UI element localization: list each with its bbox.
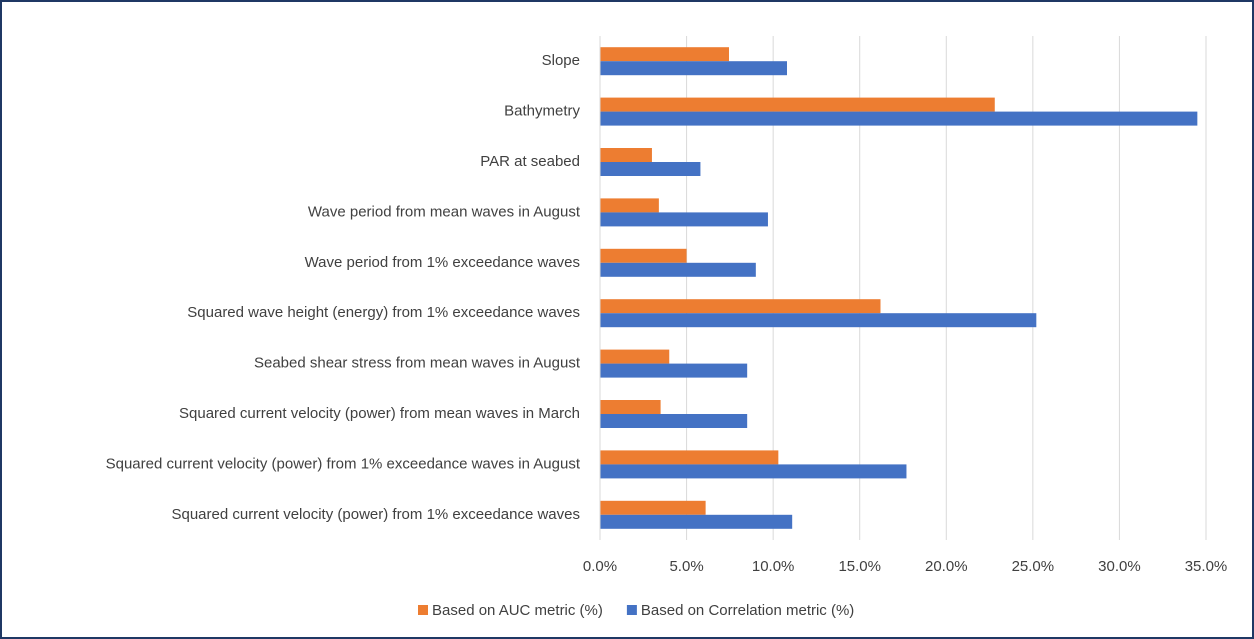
bar (600, 162, 701, 176)
x-tick-label: 5.0% (669, 558, 703, 575)
y-tick-label: Squared wave height (energy) from 1% exc… (187, 304, 580, 321)
legend-swatch (626, 605, 637, 615)
bar (600, 450, 779, 465)
bar (600, 514, 793, 529)
x-tick-label: 30.0% (1098, 558, 1141, 575)
bar (600, 299, 881, 314)
legend-swatch (418, 605, 428, 615)
y-tick-label: PAR at seabed (480, 153, 580, 170)
y-tick-label: Slope (542, 52, 580, 69)
x-tick-label: 25.0% (1012, 558, 1055, 575)
y-tick-label: Seabed shear stress from mean waves in A… (254, 355, 581, 372)
bar (600, 61, 787, 76)
bar (600, 313, 1037, 328)
bar (600, 363, 748, 378)
y-tick-label: Bathymetry (504, 103, 580, 120)
legend-label: Based on Correlation metric (%) (641, 602, 854, 619)
x-tick-label: 35.0% (1185, 558, 1228, 575)
x-tick-label: 0.0% (583, 558, 617, 575)
bar (600, 349, 670, 364)
y-tick-label: Squared current velocity (power) from 1%… (171, 506, 580, 523)
y-tick-label: Wave period from mean waves in August (308, 203, 581, 220)
legend-label: Based on AUC metric (%) (432, 602, 603, 619)
bar (600, 262, 756, 277)
bar (600, 47, 729, 62)
bar (600, 111, 1198, 126)
bar (600, 500, 706, 515)
y-tick-label: Wave period from 1% exceedance waves (305, 254, 580, 271)
y-tick-label: Squared current velocity (power) from me… (179, 405, 580, 422)
bar (600, 464, 907, 479)
bar (600, 400, 661, 414)
bar (600, 148, 652, 162)
bar (600, 198, 659, 213)
x-tick-label: 10.0% (752, 558, 795, 575)
bar (600, 248, 687, 263)
y-tick-label: Squared current velocity (power) from 1%… (106, 455, 581, 472)
x-tick-label: 15.0% (838, 558, 881, 575)
bar (600, 212, 768, 227)
bar (600, 414, 748, 428)
bar (600, 97, 995, 112)
x-tick-label: 20.0% (925, 558, 968, 575)
